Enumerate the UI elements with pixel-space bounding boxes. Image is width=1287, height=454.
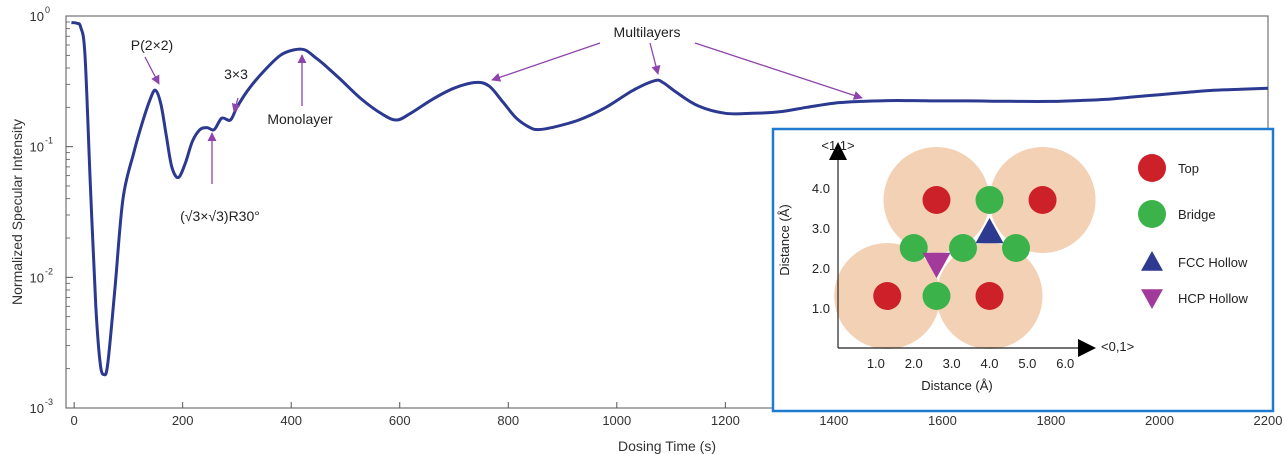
annotation-multilayers: Multilayers [614,24,681,40]
y-tick-label: 10 [30,140,44,155]
inset-x-tick-label: 4.0 [980,356,998,371]
arrow-multilayer-3 [694,42,863,100]
inset-y-tick-label: 1.0 [812,301,830,316]
legend-label-hcp: HCP Hollow [1178,291,1248,306]
arrow-multilayer-2 [649,42,661,75]
x-axis-label: Dosing Time (s) [618,438,716,454]
x-tick-label: 0 [71,413,78,428]
x-tick-label: 1400 [819,413,848,428]
inset-x-tick-label: 1.0 [867,356,885,371]
x-tick-label: 1800 [1036,413,1065,428]
inset-site-top [975,282,1004,310]
inset-site-top [873,282,902,310]
y-tick-label: 10 [30,401,44,416]
inset-x-tick-label: 3.0 [943,356,961,371]
inset-x-axis-label: Distance (Å) [921,378,993,393]
x-tick-label: 2200 [1254,413,1283,428]
inset-y-tick-label: 3.0 [812,221,830,236]
inset-site-fcc [975,218,1004,244]
annotation-arrows [144,42,863,184]
annotation-p2x2: P(2×2) [131,37,173,53]
x-tick-label: 200 [172,413,194,428]
y-tick-exponent: -3 [45,397,53,407]
x-tick-label: 1200 [711,413,740,428]
inset-legend: Top Bridge FCC Hollow HCP Hollow [1138,154,1248,309]
x-axis: 0 200 400 600 800 1000 1200 1400 1600 1800 2000 220… [71,402,1283,428]
annotation-monolayer: Monolayer [267,111,333,127]
inset-axes: 1.0 2.0 3.0 4.0 5.0 6.0 1.0 2.0 3.0 4.0 [812,142,1096,371]
legend-label-top: Top [1178,161,1199,176]
annotation-3x3: 3×3 [224,66,248,82]
inset-y-arrow-icon [829,142,847,160]
inset-x-tick-label: 5.0 [1018,356,1036,371]
inset-site-bridge [975,186,1004,214]
x-tick-label: 600 [389,413,411,428]
y-tick-label: 10 [30,270,44,285]
inset-site-top [1028,186,1057,214]
inset-site-bridge [949,234,977,262]
inset-x-tick-label: 6.0 [1056,356,1074,371]
inset-site-bridge [899,234,928,262]
arrow-p2x2 [144,56,160,85]
inset: 1.0 2.0 3.0 4.0 5.0 6.0 1.0 2.0 3.0 4.0 Distance … [771,127,1275,413]
arrow-3x3 [231,97,241,113]
annotation-root3: (√3×√3)R30° [180,208,260,224]
legend-marker-top [1138,154,1166,182]
arrow-multilayer-1 [491,42,601,82]
legend-label-bridge: Bridge [1178,207,1216,222]
legend-marker-hcp [1141,289,1163,309]
legend-marker-fcc [1141,251,1163,271]
inset-y-tick-label: 2.0 [812,261,830,276]
inset-direction-x-label: <0,1> [1101,339,1134,354]
inset-site-top [922,186,951,214]
y-tick-exponent: -1 [45,136,53,146]
y-tick-exponent: -2 [45,266,53,276]
inset-site-bridge [1002,234,1031,262]
x-tick-label: 800 [497,413,519,428]
inset-direction-y-label: <1,1> [821,138,854,153]
x-tick-label: 400 [280,413,302,428]
legend-marker-bridge [1138,200,1166,228]
inset-y-axis-label: Distance (Å) [777,204,792,276]
legend-label-fcc: FCC Hollow [1178,255,1248,270]
x-tick-label: 2000 [1145,413,1174,428]
y-tick-label: 10 [30,9,44,24]
y-tick-exponent: 0 [45,5,50,15]
y-axis-label: Normalized Specular Intensity [9,119,25,305]
x-tick-label: 1600 [928,413,957,428]
inset-site-hcp [922,252,951,278]
inset-sites [873,186,1057,310]
inset-x-tick-label: 2.0 [905,356,923,371]
inset-site-bridge [922,282,951,310]
x-tick-label: 1000 [602,413,631,428]
inset-y-tick-label: 4.0 [812,181,830,196]
inset-x-arrow-icon [1078,339,1096,357]
series-line [71,21,1269,377]
